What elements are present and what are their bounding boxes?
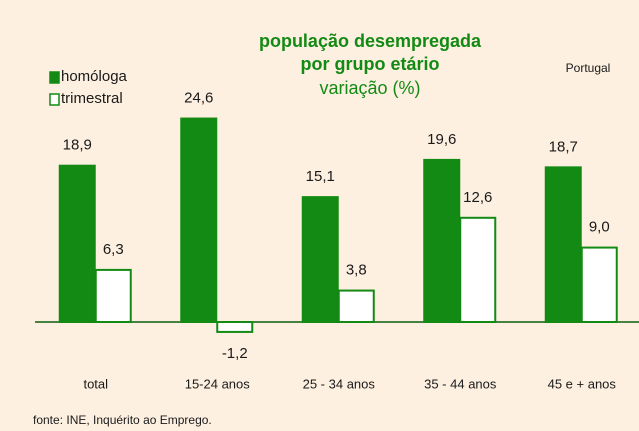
x-tick-label: total: [83, 376, 108, 391]
data-label: 15,1: [306, 168, 335, 185]
bar: [216, 321, 254, 333]
x-tick-label: 25 - 34 anos: [303, 376, 376, 391]
chart-title: por grupo etário: [301, 54, 440, 74]
source: fonte: INE, Inquérito ao Emprego.: [33, 413, 212, 427]
bar: [94, 268, 132, 323]
bar: [301, 196, 339, 323]
data-label: 3,8: [346, 262, 367, 279]
legend-swatch: [49, 93, 60, 106]
data-label: 12,6: [463, 189, 492, 206]
legend-label: homóloga: [61, 68, 128, 85]
bar: [580, 246, 618, 324]
x-tick-label: 15-24 anos: [185, 376, 251, 391]
data-label: 18,9: [63, 137, 92, 154]
bar: [337, 289, 375, 324]
chart-title: população desempregada: [259, 31, 482, 51]
data-label: 6,3: [103, 241, 124, 258]
bar: [459, 216, 497, 324]
legend-label: trimestral: [61, 90, 123, 107]
x-tick-label: 45 e + anos: [548, 376, 617, 391]
data-label: -1,2: [222, 345, 248, 362]
bar: [423, 158, 461, 323]
data-label: 9,0: [589, 219, 610, 236]
bar: [180, 117, 218, 323]
legend-swatch: [49, 71, 60, 84]
annotation: Portugal: [566, 61, 611, 75]
data-label: 24,6: [184, 90, 213, 107]
data-label: 18,7: [549, 138, 578, 155]
data-label: 19,6: [427, 131, 456, 148]
bar: [544, 166, 582, 323]
x-tick-label: 35 - 44 anos: [424, 376, 497, 391]
chart-subtitle: variação (%): [319, 78, 420, 98]
bar: [58, 164, 96, 323]
